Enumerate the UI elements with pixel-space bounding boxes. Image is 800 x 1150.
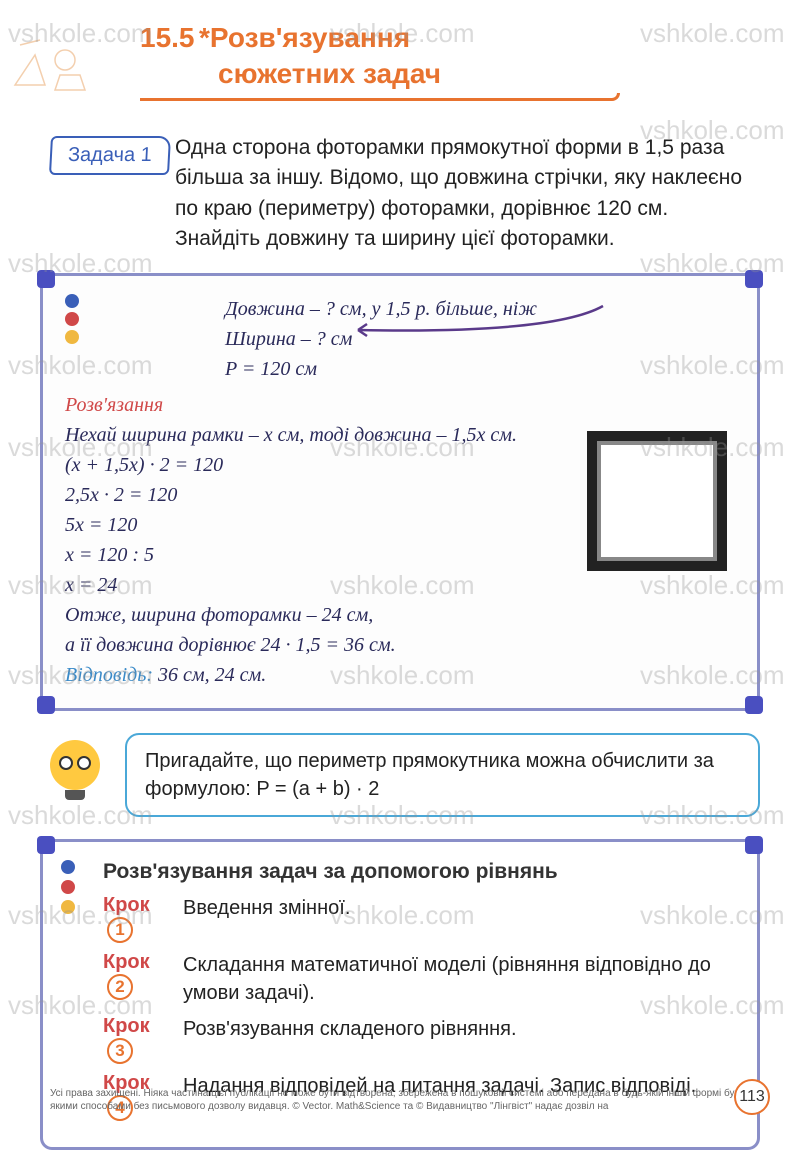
color-dot: [65, 312, 79, 326]
section-title-2: сюжетних задач: [218, 58, 441, 89]
task-text: Одна сторона фоторамки прямокутної форми…: [175, 133, 750, 255]
board-dots: [65, 294, 79, 344]
arrow-icon: [353, 304, 613, 344]
step-label: Крок2: [103, 951, 173, 1000]
steps-title: Розв'язування задач за допомогою рівнянь: [103, 860, 735, 884]
color-dot: [61, 900, 75, 914]
page-number: 113: [734, 1079, 770, 1115]
answer-label: Відповідь:: [65, 664, 153, 686]
step-text: Введення змінної.: [183, 894, 735, 922]
color-dot: [61, 860, 75, 874]
section-number: 15.5: [140, 22, 195, 53]
step-row: Крок3 Розв'язування складеного рівняння.: [65, 1015, 735, 1064]
math-doodle-icon: [10, 35, 100, 105]
step-row: Крок2Складання математичної моделі (рівн…: [65, 951, 735, 1007]
step-text: Розв'язування складеного рівняння.: [183, 1015, 735, 1043]
section-title-1: *Розв'язування: [199, 22, 410, 53]
board-dots: [61, 860, 75, 914]
step-label: Крок1: [103, 894, 173, 943]
given-line: P = 120 см: [225, 354, 735, 384]
title-underline: [140, 93, 620, 101]
color-dot: [65, 294, 79, 308]
step-number: 2: [107, 974, 133, 1000]
color-dot: [61, 880, 75, 894]
step-text: Складання математичної моделі (рівняння …: [183, 951, 735, 1007]
tip-row: Пригадайте, що периметр прямокутника мож…: [40, 733, 760, 817]
solution-line: Отже, ширина фоторамки – 24 см,: [65, 600, 735, 630]
color-dot: [65, 330, 79, 344]
solution-label: Розв'язання: [65, 390, 735, 420]
task-label: Задача 1: [49, 136, 171, 175]
solution-line: x = 24: [65, 570, 735, 600]
copyright-footer: Усі права захищені. Ніяка частина цієї п…: [50, 1087, 750, 1113]
photo-frame-illustration: [587, 431, 727, 571]
step-label: Крок3: [103, 1015, 173, 1064]
answer-text: 36 см, 24 см.: [158, 664, 266, 686]
step-row: Крок1 Введення змінної.: [65, 894, 735, 943]
solution-whiteboard: Довжина – ? см, у 1,5 р. більше, ніж Шир…: [40, 273, 760, 711]
tip-text: Пригадайте, що периметр прямокутника мож…: [125, 733, 760, 817]
solution-line: а її довжина дорівнює 24 · 1,5 = 36 см.: [65, 630, 735, 660]
section-header: 15.5 *Розв'язування сюжетних задач: [0, 0, 800, 111]
step-number: 1: [107, 917, 133, 943]
lightbulb-icon: [40, 740, 110, 810]
step-number: 3: [107, 1038, 133, 1064]
